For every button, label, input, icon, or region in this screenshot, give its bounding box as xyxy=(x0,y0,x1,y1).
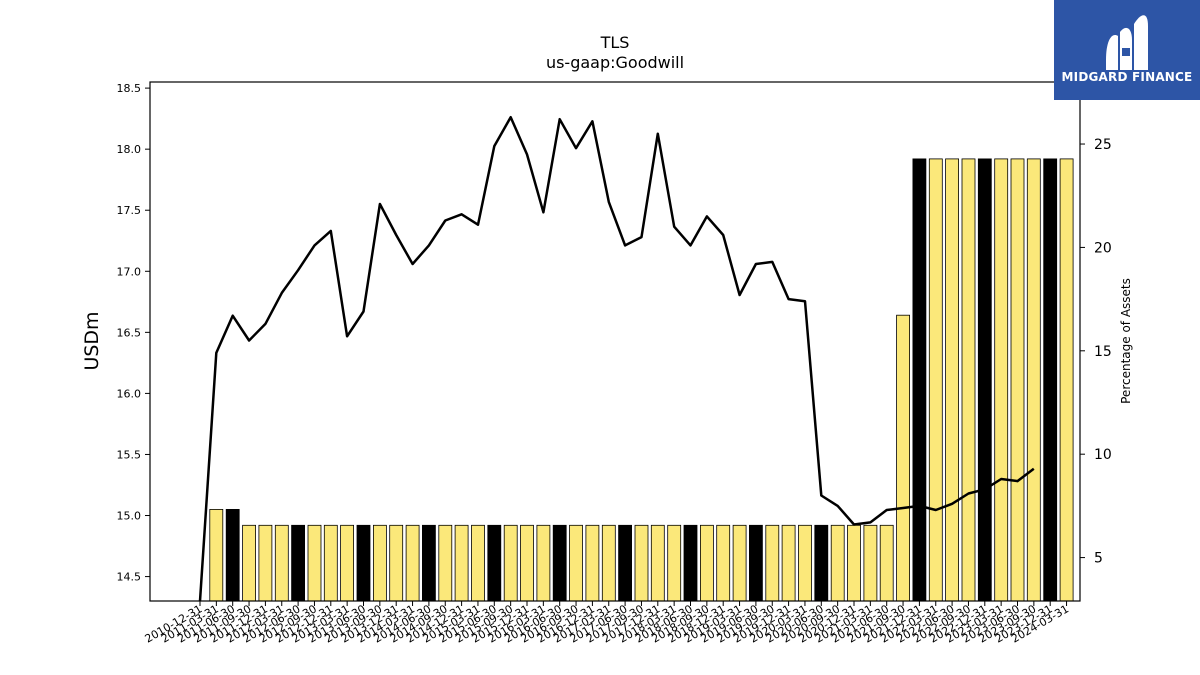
y-tick-label: 16.5 xyxy=(117,326,142,339)
bar-2021-06-30 xyxy=(879,524,894,602)
y2-tick-label: 5 xyxy=(1094,551,1103,567)
bar-2011-12-31 xyxy=(258,524,273,602)
chart-subtitle: us-gaap:Goodwill xyxy=(546,53,684,72)
y-tick-label: 14.5 xyxy=(117,571,142,584)
chart-title: TLS xyxy=(600,33,630,52)
line-series xyxy=(198,115,1035,602)
y-tick-label: 18.0 xyxy=(117,143,142,156)
bar-2016-12-31 xyxy=(585,524,600,602)
bar-2017-06-30 xyxy=(618,524,632,602)
bar-2015-12-31 xyxy=(520,524,534,602)
bar-2017-03-31 xyxy=(601,524,616,602)
bar-2013-12-31 xyxy=(389,524,404,602)
bar-2019-12-31 xyxy=(781,524,796,602)
bar-2012-12-31 xyxy=(323,524,338,602)
bar-2023-03-31 xyxy=(994,158,1009,602)
bar-2018-12-31 xyxy=(716,524,731,602)
bar-2021-03-31 xyxy=(863,524,878,602)
bar-2020-03-31 xyxy=(798,524,812,602)
y-tick-label: 18.5 xyxy=(117,82,142,95)
bar-2024-03-31 xyxy=(1059,158,1074,602)
bar-2016-03-31 xyxy=(536,524,551,602)
y-tick-label: 15.5 xyxy=(117,448,142,461)
logo-text: MIDGARD FINANCE xyxy=(1061,70,1193,84)
bar-2012-03-31 xyxy=(274,524,289,602)
bar-2019-06-30 xyxy=(749,524,763,602)
bar-2020-06-30 xyxy=(814,524,829,602)
y2-tick-label: 25 xyxy=(1094,137,1112,153)
y2-tick-label: 20 xyxy=(1094,240,1112,256)
bar-2012-09-30 xyxy=(307,524,322,602)
bar-2015-03-31 xyxy=(471,524,485,602)
y-tick-label: 17.0 xyxy=(117,265,142,278)
bar-2018-09-30 xyxy=(700,524,714,602)
percentage-line xyxy=(198,115,1035,602)
y-axis-label: USDm xyxy=(81,311,103,370)
bar-2015-09-30 xyxy=(503,524,518,602)
bar-2011-06-30 xyxy=(225,508,240,602)
bar-2020-09-30 xyxy=(830,524,845,602)
bar-2018-06-30 xyxy=(683,524,698,602)
bar-2016-09-30 xyxy=(569,524,583,602)
y2-tick-label: 15 xyxy=(1094,344,1112,360)
bar-2016-06-30 xyxy=(552,524,567,602)
bar-series xyxy=(209,158,1074,602)
bar-2011-03-31 xyxy=(209,508,224,602)
bar-2017-12-31 xyxy=(650,524,665,602)
y2-tick-label: 10 xyxy=(1094,447,1112,463)
bar-2022-09-30 xyxy=(961,158,976,602)
bar-2021-09-30 xyxy=(896,314,910,602)
bar-2012-06-30 xyxy=(291,524,306,602)
bar-2022-03-31 xyxy=(928,158,943,602)
bar-2014-12-31 xyxy=(454,524,469,602)
y-tick-label: 15.0 xyxy=(117,510,142,523)
bar-2022-06-30 xyxy=(945,158,959,602)
y-tick-label: 16.0 xyxy=(117,387,142,400)
bar-2023-09-30 xyxy=(1026,158,1041,602)
bar-2014-09-30 xyxy=(438,524,453,602)
bar-2019-03-31 xyxy=(732,524,747,602)
bar-2011-09-30 xyxy=(242,524,257,602)
bar-2020-12-31 xyxy=(847,524,861,602)
bar-2018-03-31 xyxy=(667,524,682,602)
y-tick-label: 17.5 xyxy=(117,204,142,217)
bar-2013-09-30 xyxy=(372,524,387,602)
bar-2015-06-30 xyxy=(487,524,502,602)
bar-2014-06-30 xyxy=(421,524,436,602)
logo-mark-icon xyxy=(1106,15,1148,70)
bar-2023-12-31 xyxy=(1043,158,1058,602)
bar-2023-06-30 xyxy=(1010,158,1025,602)
bar-2013-06-30 xyxy=(356,524,371,602)
plot-frame xyxy=(149,81,1081,602)
bar-2013-03-31 xyxy=(340,524,355,602)
bar-2021-12-31 xyxy=(912,158,927,602)
bar-2019-09-30 xyxy=(765,524,780,602)
bar-2014-03-31 xyxy=(405,524,420,602)
y2-axis-label: Percentage of Assets xyxy=(1119,278,1133,404)
bar-2022-12-31 xyxy=(977,158,992,602)
brand-logo: MIDGARD FINANCE xyxy=(1054,0,1200,100)
bar-2017-09-30 xyxy=(634,524,649,602)
